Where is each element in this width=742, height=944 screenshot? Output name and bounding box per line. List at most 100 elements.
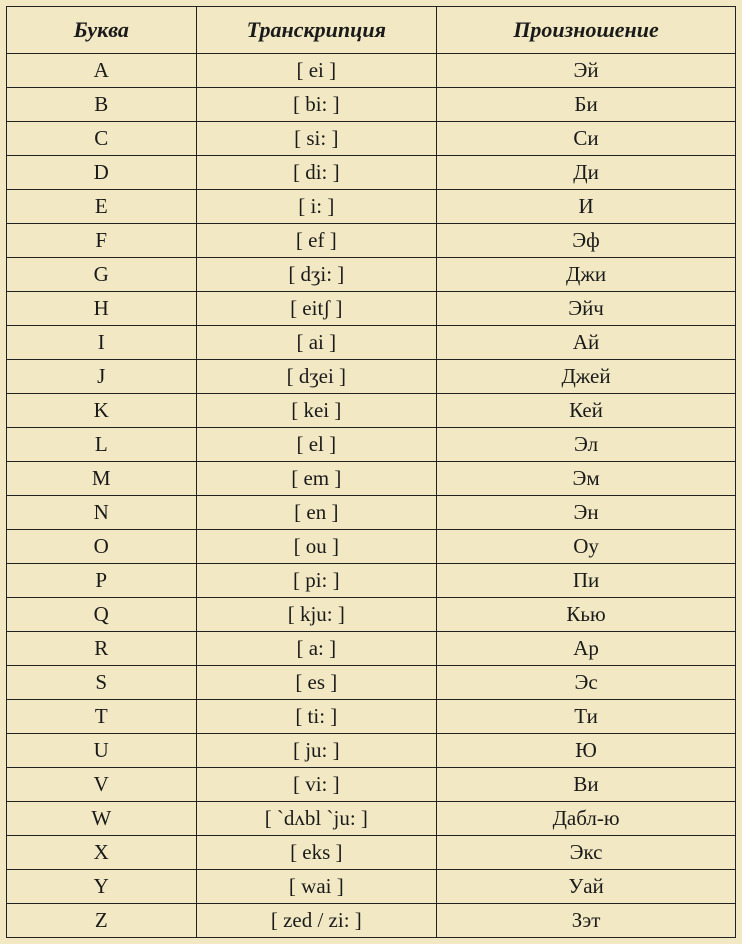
- table-row: A[ ei ]Эй: [7, 54, 736, 88]
- cell-transcription: [ vi: ]: [196, 768, 437, 802]
- cell-transcription: [ i: ]: [196, 190, 437, 224]
- cell-transcription: [ pi: ]: [196, 564, 437, 598]
- cell-transcription: [ di: ]: [196, 156, 437, 190]
- header-letter: Буква: [7, 7, 197, 54]
- cell-letter: A: [7, 54, 197, 88]
- table-row: V[ vi: ]Ви: [7, 768, 736, 802]
- table-row: Z[ zed / zi: ]Зэт: [7, 904, 736, 938]
- cell-pronunciation: Дабл-ю: [437, 802, 736, 836]
- table-header: Буква Транскрипция Произношение: [7, 7, 736, 54]
- table-row: X[ eks ]Экс: [7, 836, 736, 870]
- table-row: M[ em ]Эм: [7, 462, 736, 496]
- cell-transcription: [ ju: ]: [196, 734, 437, 768]
- cell-transcription: [ dʒi: ]: [196, 258, 437, 292]
- cell-pronunciation: Эс: [437, 666, 736, 700]
- cell-letter: N: [7, 496, 197, 530]
- cell-transcription: [ es ]: [196, 666, 437, 700]
- table-row: I[ ai ]Ай: [7, 326, 736, 360]
- cell-letter: P: [7, 564, 197, 598]
- cell-transcription: [ si: ]: [196, 122, 437, 156]
- cell-pronunciation: Эф: [437, 224, 736, 258]
- cell-pronunciation: Эм: [437, 462, 736, 496]
- cell-pronunciation: Ю: [437, 734, 736, 768]
- table-row: W[ `dʌbl `ju: ]Дабл-ю: [7, 802, 736, 836]
- cell-transcription: [ kju: ]: [196, 598, 437, 632]
- cell-transcription: [ a: ]: [196, 632, 437, 666]
- table-row: C[ si: ]Си: [7, 122, 736, 156]
- alphabet-table: Буква Транскрипция Произношение A[ ei ]Э…: [6, 6, 736, 938]
- cell-letter: Z: [7, 904, 197, 938]
- cell-pronunciation: Ай: [437, 326, 736, 360]
- table-row: G[ dʒi: ]Джи: [7, 258, 736, 292]
- table-row: B[ bi: ]Би: [7, 88, 736, 122]
- cell-letter: G: [7, 258, 197, 292]
- cell-letter: B: [7, 88, 197, 122]
- cell-pronunciation: Эл: [437, 428, 736, 462]
- table-row: R[ a: ]Ар: [7, 632, 736, 666]
- cell-pronunciation: Ви: [437, 768, 736, 802]
- cell-pronunciation: Джи: [437, 258, 736, 292]
- cell-pronunciation: Ти: [437, 700, 736, 734]
- cell-pronunciation: Кей: [437, 394, 736, 428]
- cell-letter: S: [7, 666, 197, 700]
- cell-letter: V: [7, 768, 197, 802]
- cell-pronunciation: Эн: [437, 496, 736, 530]
- cell-letter: Y: [7, 870, 197, 904]
- cell-pronunciation: Ар: [437, 632, 736, 666]
- cell-transcription: [ bi: ]: [196, 88, 437, 122]
- cell-letter: F: [7, 224, 197, 258]
- header-row: Буква Транскрипция Произношение: [7, 7, 736, 54]
- cell-letter: J: [7, 360, 197, 394]
- table-row: T[ ti: ]Ти: [7, 700, 736, 734]
- cell-letter: W: [7, 802, 197, 836]
- cell-pronunciation: И: [437, 190, 736, 224]
- header-transcription: Транскрипция: [196, 7, 437, 54]
- table-row: Q[ kju: ]Кью: [7, 598, 736, 632]
- cell-letter: M: [7, 462, 197, 496]
- alphabet-table-container: Буква Транскрипция Произношение A[ ei ]Э…: [0, 0, 742, 944]
- cell-transcription: [ em ]: [196, 462, 437, 496]
- table-row: D[ di: ]Ди: [7, 156, 736, 190]
- cell-letter: O: [7, 530, 197, 564]
- cell-letter: T: [7, 700, 197, 734]
- cell-letter: E: [7, 190, 197, 224]
- cell-letter: R: [7, 632, 197, 666]
- cell-transcription: [ wai ]: [196, 870, 437, 904]
- cell-letter: U: [7, 734, 197, 768]
- table-row: F[ ef ]Эф: [7, 224, 736, 258]
- cell-pronunciation: Зэт: [437, 904, 736, 938]
- cell-transcription: [ zed / zi: ]: [196, 904, 437, 938]
- table-row: U[ ju: ]Ю: [7, 734, 736, 768]
- cell-letter: H: [7, 292, 197, 326]
- table-row: K[ kei ]Кей: [7, 394, 736, 428]
- cell-letter: L: [7, 428, 197, 462]
- cell-transcription: [ ai ]: [196, 326, 437, 360]
- cell-pronunciation: Эйч: [437, 292, 736, 326]
- cell-transcription: [ ef ]: [196, 224, 437, 258]
- cell-letter: Q: [7, 598, 197, 632]
- table-row: Y[ wai ]Уай: [7, 870, 736, 904]
- cell-letter: X: [7, 836, 197, 870]
- header-pronunciation: Произношение: [437, 7, 736, 54]
- cell-letter: C: [7, 122, 197, 156]
- cell-pronunciation: Си: [437, 122, 736, 156]
- cell-pronunciation: Кью: [437, 598, 736, 632]
- cell-pronunciation: Пи: [437, 564, 736, 598]
- cell-transcription: [ `dʌbl `ju: ]: [196, 802, 437, 836]
- cell-pronunciation: Би: [437, 88, 736, 122]
- cell-pronunciation: Оу: [437, 530, 736, 564]
- table-row: E[ i: ]И: [7, 190, 736, 224]
- cell-transcription: [ dʒei ]: [196, 360, 437, 394]
- table-body: A[ ei ]ЭйB[ bi: ]БиC[ si: ]СиD[ di: ]ДиE…: [7, 54, 736, 938]
- cell-transcription: [ en ]: [196, 496, 437, 530]
- table-row: H[ eitʃ ]Эйч: [7, 292, 736, 326]
- cell-transcription: [ ei ]: [196, 54, 437, 88]
- cell-letter: D: [7, 156, 197, 190]
- table-row: L[ el ]Эл: [7, 428, 736, 462]
- cell-transcription: [ ti: ]: [196, 700, 437, 734]
- cell-transcription: [ el ]: [196, 428, 437, 462]
- cell-pronunciation: Экс: [437, 836, 736, 870]
- cell-transcription: [ eitʃ ]: [196, 292, 437, 326]
- table-row: P[ pi: ]Пи: [7, 564, 736, 598]
- cell-pronunciation: Эй: [437, 54, 736, 88]
